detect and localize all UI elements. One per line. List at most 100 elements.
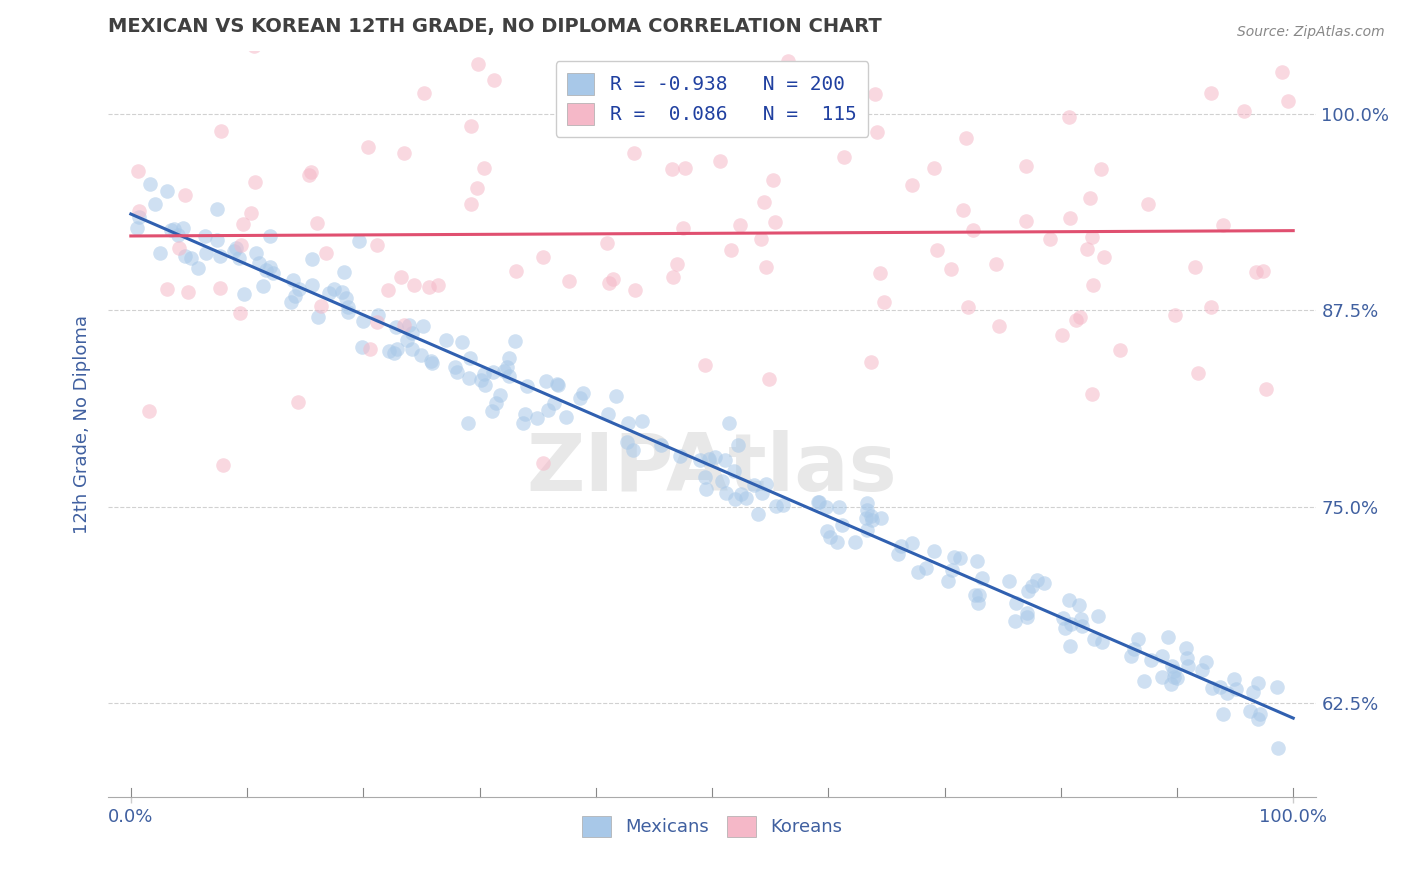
Point: [666, 257, 689, 271]
Point: [814, 500, 837, 514]
Point: [209, 249, 232, 263]
Point: [385, 342, 408, 356]
Point: [747, 508, 769, 522]
Point: [713, 453, 735, 467]
Point: [1126, 632, 1149, 646]
Point: [287, 394, 309, 409]
Point: [668, 449, 690, 463]
Point: [1080, 191, 1102, 205]
Point: [922, 161, 945, 176]
Point: [1014, 159, 1036, 173]
Point: [167, 227, 190, 242]
Point: [749, 232, 772, 246]
Point: [856, 496, 879, 510]
Point: [288, 282, 311, 296]
Point: [336, 301, 359, 315]
Point: [1160, 676, 1182, 690]
Point: [1251, 264, 1274, 278]
Point: [398, 318, 420, 332]
Point: [1121, 648, 1143, 663]
Point: [927, 244, 949, 258]
Point: [187, 260, 209, 275]
Point: [211, 458, 233, 472]
Point: [1136, 197, 1159, 211]
Point: [617, 416, 640, 430]
Point: [967, 596, 990, 610]
Point: [460, 119, 482, 133]
Point: [209, 123, 232, 137]
Point: [673, 161, 696, 175]
Point: [359, 342, 381, 356]
Point: [624, 283, 647, 297]
Point: [922, 544, 945, 558]
Point: [333, 265, 356, 279]
Point: [434, 333, 457, 347]
Point: [970, 571, 993, 585]
Point: [558, 98, 581, 112]
Point: [298, 169, 321, 183]
Point: [281, 272, 304, 286]
Point: [233, 287, 256, 301]
Point: [378, 344, 401, 359]
Point: [1247, 675, 1270, 690]
Point: [693, 469, 716, 483]
Point: [194, 228, 217, 243]
Point: [174, 188, 197, 202]
Point: [662, 270, 685, 285]
Point: [413, 86, 436, 100]
Legend: Mexicans, Koreans: Mexicans, Koreans: [575, 809, 849, 844]
Point: [855, 523, 877, 537]
Point: [451, 334, 474, 349]
Point: [401, 342, 423, 356]
Point: [401, 326, 423, 340]
Point: [474, 367, 496, 381]
Point: [1177, 658, 1199, 673]
Point: [495, 360, 517, 375]
Point: [808, 495, 831, 509]
Point: [1208, 680, 1230, 694]
Point: [704, 450, 727, 464]
Point: [579, 112, 602, 127]
Point: [330, 285, 353, 299]
Point: [1059, 592, 1081, 607]
Point: [195, 246, 218, 260]
Point: [1032, 576, 1054, 591]
Point: [890, 539, 912, 553]
Point: [1080, 387, 1102, 401]
Point: [856, 502, 879, 516]
Point: [419, 354, 441, 368]
Point: [865, 125, 887, 139]
Point: [259, 260, 281, 274]
Point: [1091, 634, 1114, 648]
Point: [242, 39, 264, 54]
Point: [284, 289, 307, 303]
Point: [207, 202, 229, 217]
Point: [1083, 632, 1105, 646]
Point: [688, 117, 710, 131]
Point: [505, 334, 527, 349]
Text: ZIPAtlas: ZIPAtlas: [527, 430, 897, 508]
Point: [426, 278, 449, 293]
Point: [1201, 681, 1223, 695]
Point: [695, 358, 717, 372]
Point: [1017, 610, 1039, 624]
Point: [825, 534, 848, 549]
Point: [240, 206, 263, 220]
Point: [128, 211, 150, 225]
Point: [245, 245, 267, 260]
Point: [492, 364, 515, 378]
Point: [350, 340, 373, 354]
Point: [869, 266, 891, 280]
Point: [778, 54, 800, 68]
Point: [828, 500, 851, 514]
Point: [1223, 673, 1246, 687]
Point: [259, 228, 281, 243]
Point: [855, 511, 877, 525]
Point: [1015, 606, 1038, 620]
Point: [1139, 653, 1161, 667]
Point: [735, 491, 758, 505]
Point: [751, 486, 773, 500]
Point: [727, 438, 749, 452]
Point: [1052, 610, 1074, 624]
Point: [315, 245, 337, 260]
